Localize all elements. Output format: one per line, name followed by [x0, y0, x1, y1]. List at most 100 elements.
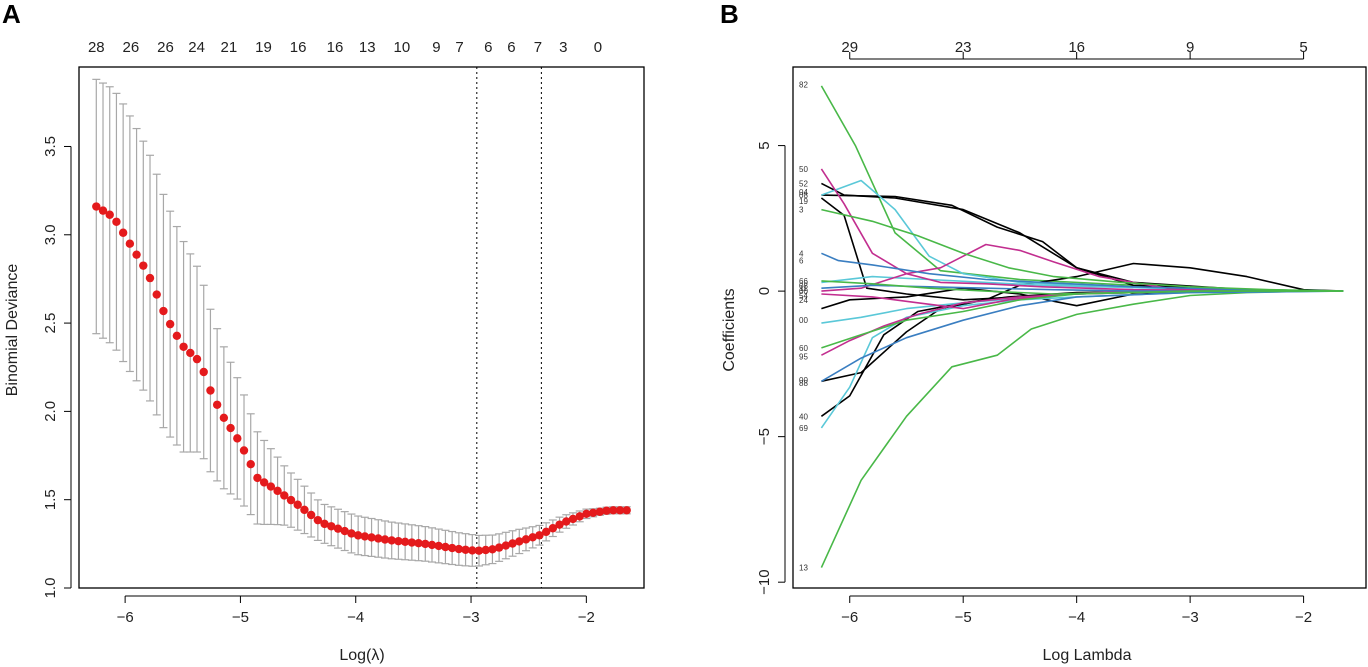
deviance-point: [98, 206, 108, 215]
top-axis-label: 13: [359, 39, 376, 56]
deviance-point: [421, 539, 430, 549]
deviance-point: [394, 536, 403, 546]
deviance-point: [266, 482, 276, 491]
series-label: 04: [799, 188, 808, 197]
panel-b-y-axis: −10 −5 0 5: [756, 141, 786, 595]
panel-b-series-lines: [820, 85, 1344, 568]
deviance-point: [434, 541, 443, 551]
deviance-point: [555, 520, 564, 529]
top-axis-label: 26: [123, 39, 140, 56]
deviance-point: [548, 524, 558, 533]
top-axis-label: 6: [507, 39, 515, 56]
deviance-point: [562, 517, 571, 526]
series-label: 08: [799, 191, 808, 200]
deviance-point: [461, 545, 470, 554]
series-label: 00: [799, 287, 808, 296]
x-tick-label: −2: [1295, 609, 1312, 626]
deviance-point: [239, 446, 249, 455]
deviance-point: [199, 367, 208, 377]
deviance-point: [233, 434, 242, 443]
deviance-point: [132, 250, 141, 259]
series-label: 54: [799, 291, 808, 300]
deviance-point: [293, 500, 302, 509]
x-tick-label: −5: [232, 609, 249, 626]
panel-b-plot-frame: [792, 66, 1367, 589]
deviance-point: [139, 261, 148, 270]
deviance-point: [313, 515, 323, 525]
top-axis-label: 24: [188, 39, 205, 56]
y-tick-label: 5: [756, 141, 773, 149]
coefficient-path-s21: [821, 290, 1344, 349]
panel-a-reference-lines: [476, 67, 542, 588]
top-axis-label: 9: [1186, 39, 1194, 56]
top-axis-label: 23: [955, 39, 972, 56]
series-label: 11: [799, 284, 808, 293]
deviance-point: [407, 538, 417, 547]
panel-a-label: A: [2, 0, 21, 29]
deviance-point: [481, 545, 490, 555]
deviance-point: [454, 544, 464, 554]
series-label: 52: [799, 179, 808, 188]
deviance-point: [105, 210, 114, 219]
panel-b-series-labels: 8250520408193466608110054240060950088406…: [799, 80, 808, 572]
series-label: 00: [799, 376, 808, 385]
deviance-point: [528, 533, 537, 542]
panel-a-y-axis: 1.0 1.5 2.0 2.5 3.0 3.5: [42, 136, 72, 598]
series-label: 13: [799, 564, 808, 573]
panel-b: B 82505204081934666081100542400609500884…: [720, 0, 1367, 664]
top-axis-label: 7: [455, 39, 463, 56]
top-axis-label: 16: [1068, 39, 1085, 56]
top-axis-label: 5: [1299, 39, 1307, 56]
deviance-point: [360, 532, 370, 541]
deviance-point: [400, 537, 410, 547]
deviance-point: [152, 290, 161, 299]
deviance-point: [575, 512, 584, 521]
top-axis-label: 28: [88, 39, 105, 56]
coefficient-path-s19: [821, 284, 1344, 292]
top-axis-label: 16: [327, 39, 344, 56]
deviance-point: [494, 543, 504, 552]
x-tick-label: −2: [578, 609, 595, 626]
y-tick-label: −10: [756, 569, 773, 594]
x-tick-label: −3: [462, 609, 479, 626]
coefficient-path-s17: [820, 290, 1344, 382]
panel-b-x-axis: −6 −5 −4 −3 −2: [841, 595, 1312, 626]
series-label: 6: [799, 257, 804, 266]
series-label: 66: [799, 277, 808, 286]
deviance-point: [602, 506, 611, 515]
y-tick-label: 3.5: [42, 136, 59, 157]
deviance-point: [535, 531, 544, 540]
deviance-point: [145, 273, 155, 283]
x-tick-label: −6: [117, 609, 134, 626]
coefficient-path-s13: [820, 168, 1344, 292]
series-label: 24: [799, 296, 808, 305]
coefficient-path-s1: [820, 85, 1344, 292]
series-label: 69: [799, 424, 808, 433]
series-label: 08: [799, 281, 808, 290]
deviance-point: [367, 533, 376, 542]
top-axis-label: 16: [290, 39, 307, 56]
deviance-point: [172, 331, 182, 340]
deviance-point: [468, 546, 477, 555]
deviance-point: [219, 413, 229, 423]
deviance-point: [515, 537, 524, 546]
deviance-point: [353, 531, 363, 540]
x-tick-label: −4: [1068, 609, 1085, 626]
top-axis-label: 26: [157, 39, 174, 56]
coefficient-path-s18: [821, 252, 1344, 292]
deviance-point: [179, 342, 188, 351]
series-label: 82: [799, 80, 808, 89]
coefficient-path-s20: [821, 208, 1344, 292]
x-tick-label: −4: [347, 609, 364, 626]
deviance-point: [280, 491, 289, 500]
y-tick-label: 2.0: [42, 401, 59, 422]
deviance-point: [447, 543, 457, 553]
panel-b-top-axis: 29 23 16 9 5: [841, 39, 1308, 60]
deviance-point: [226, 423, 235, 433]
series-label: 60: [799, 344, 808, 353]
top-axis-label: 10: [394, 39, 411, 56]
deviance-point: [622, 506, 631, 515]
top-axis-label: 9: [432, 39, 440, 56]
top-axis-label: 19: [255, 39, 272, 56]
series-label: 88: [799, 379, 808, 388]
